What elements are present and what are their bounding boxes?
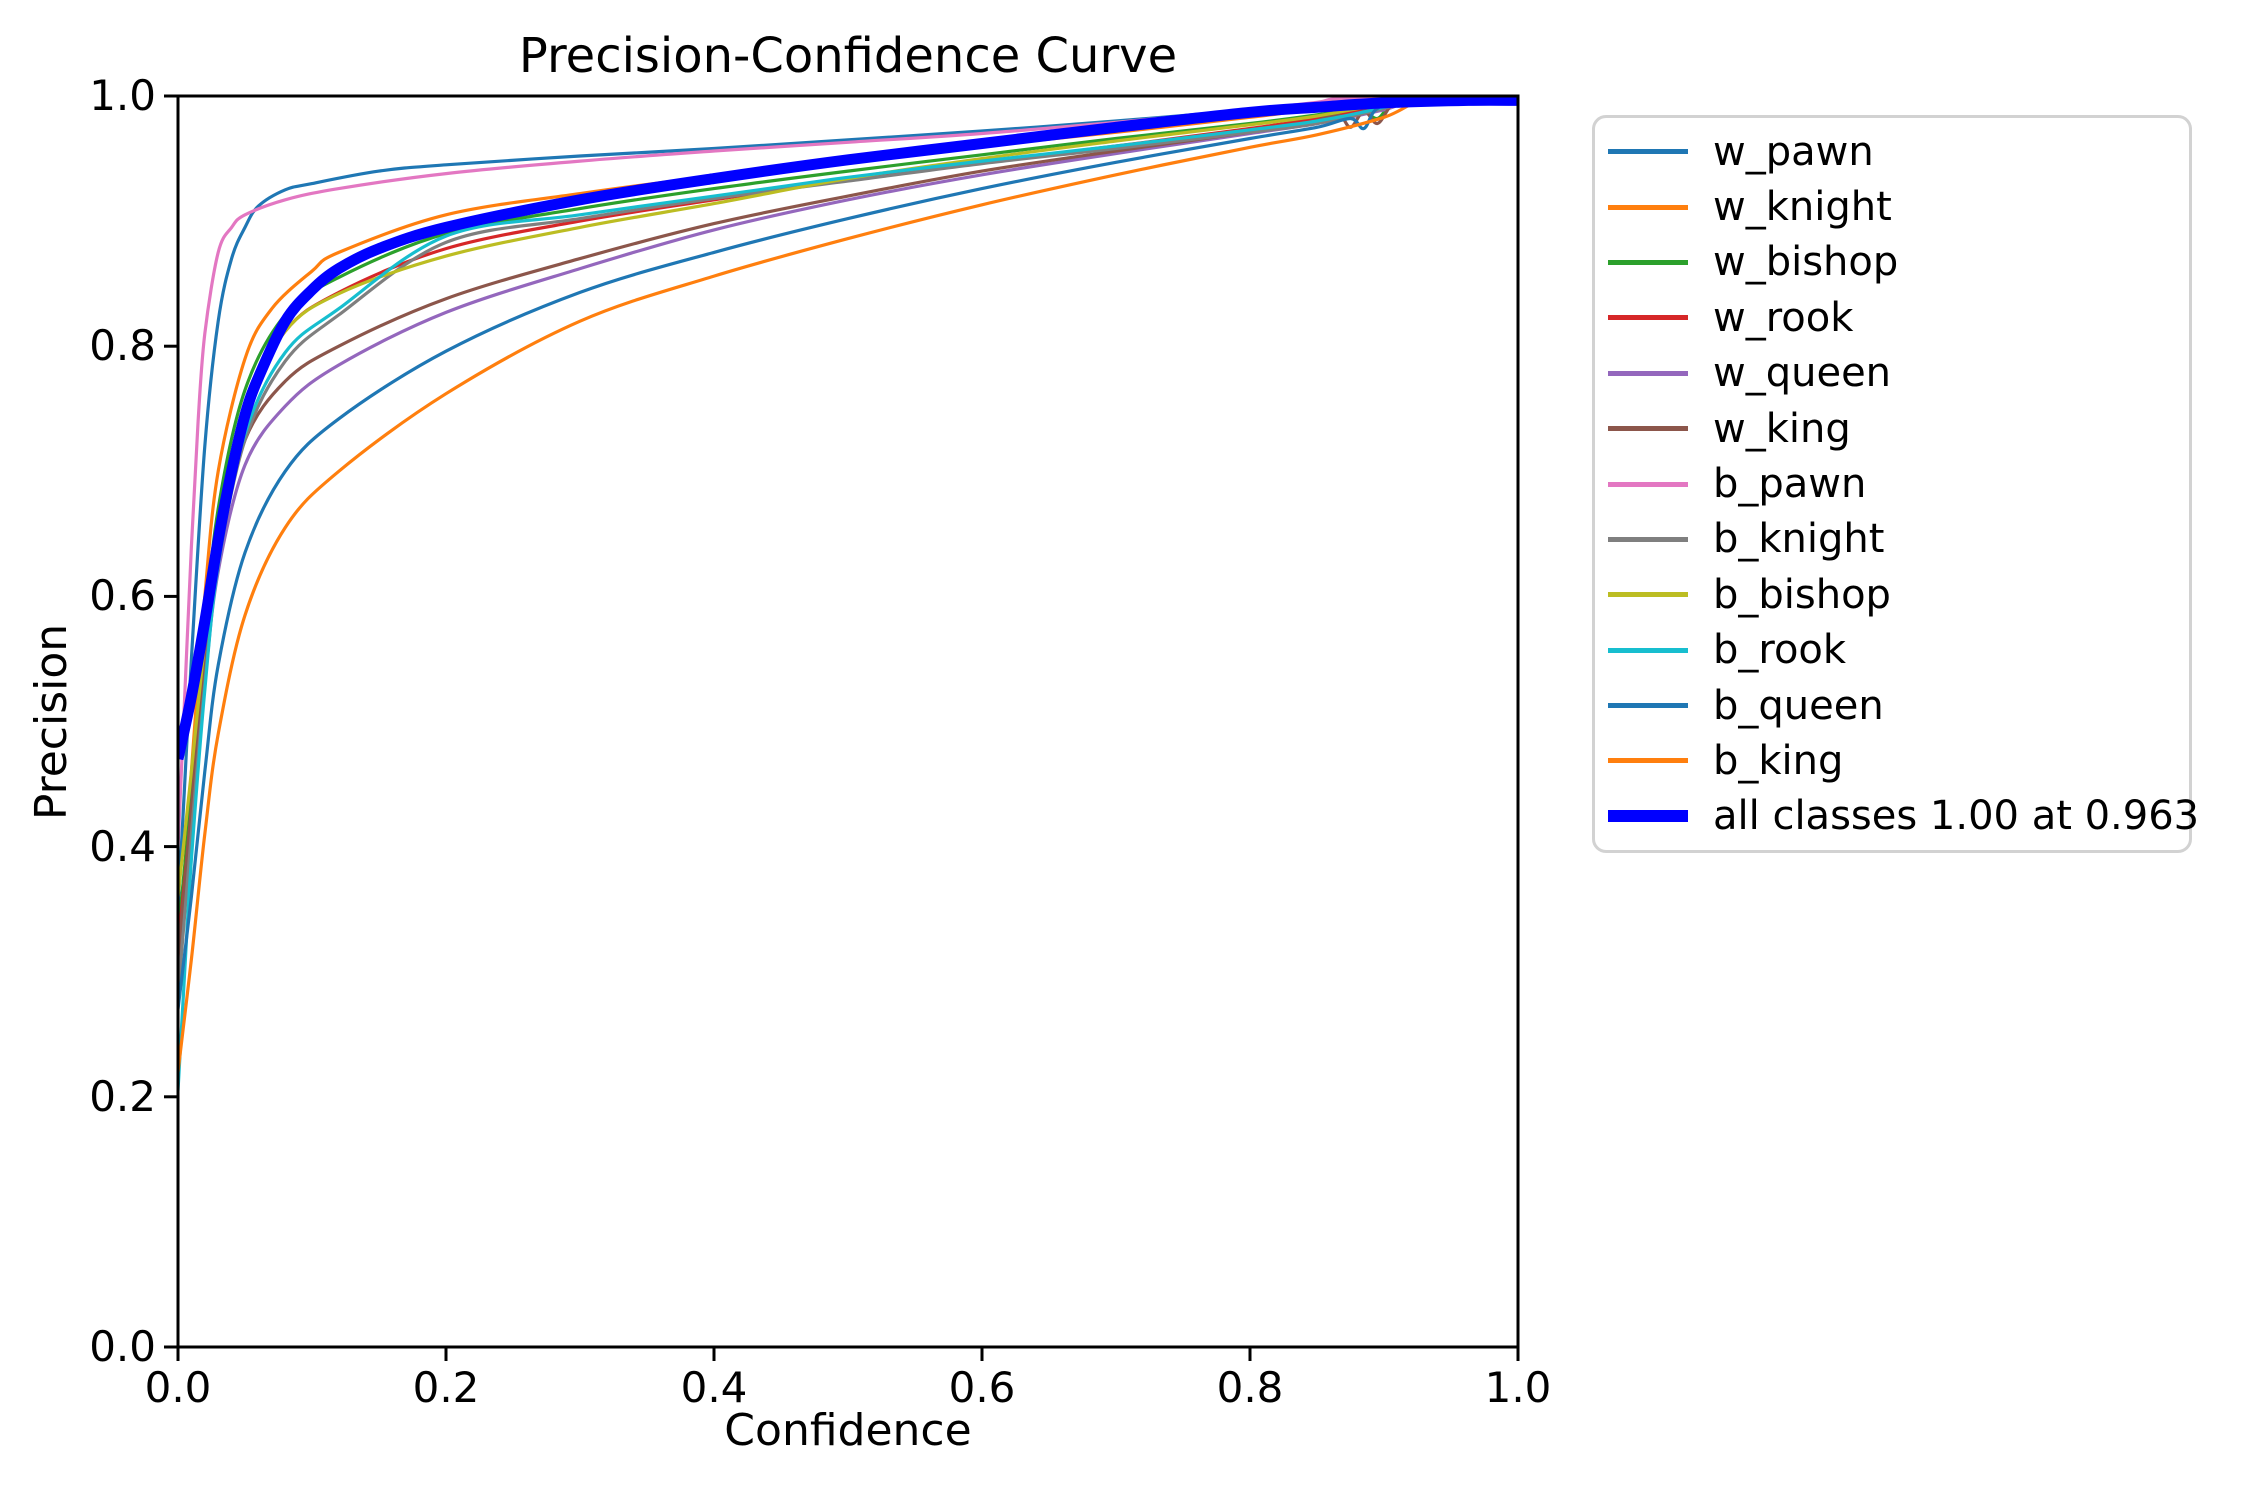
legend-line-swatch: [1608, 370, 1688, 376]
legend-item: w_queen: [1595, 346, 2189, 401]
legend-item: b_bishop: [1595, 567, 2189, 622]
legend-item: w_bishop: [1595, 235, 2189, 290]
plot-border: [176, 94, 1520, 1349]
legend-item: w_king: [1595, 401, 2189, 456]
ytick-label: 0.4: [89, 821, 156, 871]
legend-line-swatch: [1608, 481, 1688, 487]
legend-item: b_queen: [1595, 678, 2189, 733]
curve-w-rook: [178, 96, 1519, 947]
curve-b-king: [178, 95, 1519, 1072]
legend-label: w_queen: [1713, 350, 1892, 397]
curve-w-queen: [178, 96, 1519, 972]
legend-item: all classes 1.00 at 0.963: [1595, 789, 2199, 844]
legend-line-swatch: [1608, 703, 1688, 709]
y-axis-label: Precision: [26, 623, 77, 821]
chart-title: Precision-Confidence Curve: [518, 28, 1178, 84]
curve-b-rook: [178, 96, 1519, 1091]
legend-line-swatch: [1608, 810, 1688, 823]
curve-w-king: [178, 96, 1519, 960]
legend-line-swatch: [1608, 204, 1688, 210]
legend-item: b_knight: [1595, 512, 2189, 567]
legend-label: w_knight: [1713, 184, 1892, 231]
legend-label: b_rook: [1713, 627, 1847, 674]
xtick-label: 0.6: [948, 1363, 1016, 1412]
legend: w_pawn w_knight w_bishop w_rook w_queen w_kin…: [1592, 115, 2199, 853]
legend-line-swatch: [1608, 315, 1688, 321]
curve-b-knight: [178, 96, 1519, 997]
xtick-label: 0.2: [412, 1363, 480, 1412]
legend-line-swatch: [1608, 259, 1688, 265]
legend-item: b_rook: [1595, 623, 2189, 678]
curve-w-knight: [178, 96, 1519, 972]
xtick-label: 0.4: [680, 1363, 748, 1412]
ytick-label: 0.6: [89, 571, 156, 621]
legend-item: b_pawn: [1595, 456, 2189, 511]
ytick-label: 0.0: [89, 1322, 156, 1371]
xtick-label: 1.0: [1484, 1363, 1552, 1412]
ytick-label: 0.2: [89, 1071, 156, 1121]
legend-line-swatch: [1608, 426, 1688, 432]
ytick-label: 0.8: [89, 321, 156, 371]
legend-label: b_bishop: [1713, 571, 1891, 618]
legend-item: w_knight: [1595, 179, 2189, 234]
legend-item: w_pawn: [1595, 124, 2189, 179]
legend-label: b_knight: [1713, 516, 1885, 563]
legend-label: all classes 1.00 at 0.963: [1713, 793, 2200, 840]
ytick-label: 1.0: [89, 71, 156, 120]
legend-line-swatch: [1608, 647, 1688, 653]
xtick-label: 0.0: [144, 1363, 212, 1412]
legend-line-swatch: [1608, 592, 1688, 598]
legend-label: b_king: [1713, 737, 1844, 784]
legend-item: w_rook: [1595, 290, 2189, 345]
legend-line-swatch: [1608, 536, 1688, 542]
curve-w-bishop: [178, 96, 1519, 935]
legend-line-swatch: [1608, 149, 1688, 155]
xtick-label: 0.8: [1216, 1363, 1284, 1412]
legend-line-swatch: [1608, 758, 1688, 764]
legend-label: b_queen: [1713, 682, 1884, 729]
curve-b-queen: [178, 96, 1519, 1010]
legend-item: b_king: [1595, 733, 2189, 788]
legend-label: b_pawn: [1713, 461, 1867, 508]
legend-label: w_king: [1713, 405, 1851, 452]
legend-label: w_pawn: [1713, 128, 1874, 175]
curves-layer: [178, 94, 1519, 1091]
legend-label: w_bishop: [1713, 239, 1899, 286]
curve-all-classes-1-00-at-0-963: [178, 94, 1519, 761]
curve-b-pawn: [178, 96, 1519, 847]
x-axis-label: Confidence: [724, 1405, 972, 1456]
legend-label: w_rook: [1713, 294, 1854, 341]
